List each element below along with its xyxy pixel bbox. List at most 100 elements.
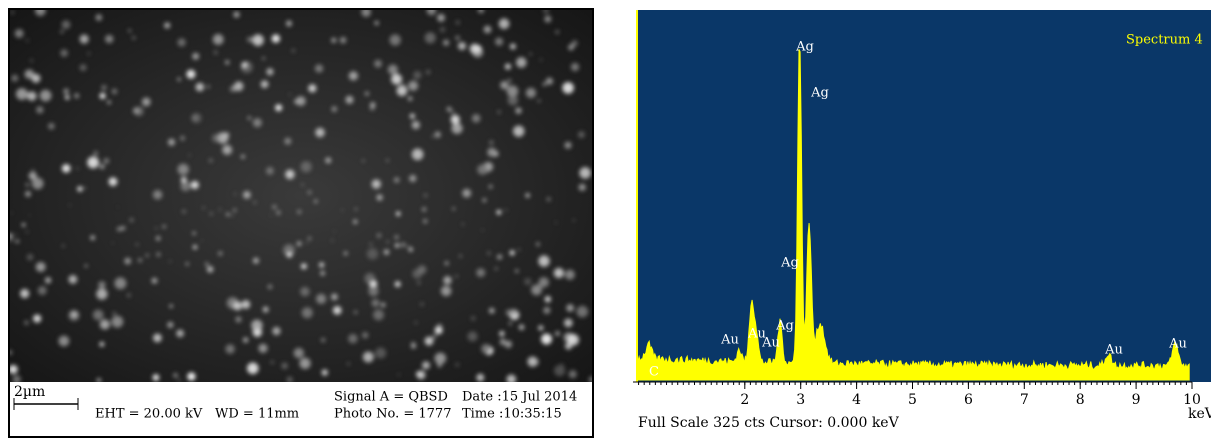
particle: [363, 352, 374, 363]
particle: [27, 91, 36, 100]
particle: [565, 270, 575, 280]
particle: [462, 223, 464, 225]
particle: [29, 215, 30, 216]
particle: [234, 82, 244, 92]
particle: [26, 39, 28, 41]
figure: 2µm EHT = 20.00 kV WD = 11mm Signal A = …: [0, 0, 1211, 439]
particle: [153, 374, 160, 381]
particle: [231, 214, 233, 216]
particle: [432, 135, 434, 137]
particle: [447, 107, 452, 112]
particle: [9, 365, 18, 374]
particle: [505, 64, 511, 70]
particle: [301, 263, 307, 269]
particle: [151, 278, 157, 284]
particle: [342, 210, 343, 211]
particle: [362, 160, 364, 162]
particle: [112, 242, 114, 244]
particle: [99, 342, 104, 347]
particle: [526, 88, 536, 98]
particle: [308, 237, 312, 241]
particle: [76, 167, 78, 169]
particle: [562, 82, 574, 94]
particle: [331, 106, 337, 112]
particle: [263, 306, 269, 312]
particle: [167, 322, 173, 328]
particle: [226, 213, 229, 216]
particle: [192, 232, 195, 235]
particle: [40, 90, 52, 102]
particle: [285, 170, 294, 179]
particle: [372, 299, 380, 307]
particle: [462, 189, 471, 198]
particle: [24, 321, 28, 325]
particle: [25, 191, 31, 197]
particle: [308, 84, 316, 92]
particle: [413, 71, 421, 79]
particle: [112, 89, 117, 94]
particle: [93, 151, 98, 156]
particle: [177, 38, 185, 46]
particle: [543, 83, 546, 86]
particle: [459, 255, 461, 257]
particle: [189, 154, 191, 156]
particle: [416, 372, 420, 376]
particle: [31, 74, 40, 83]
particle: [508, 95, 519, 106]
particle: [505, 209, 507, 211]
peak-label: Ag: [775, 319, 794, 334]
particle: [368, 286, 378, 296]
particle: [348, 334, 357, 343]
particle: [497, 254, 502, 259]
particle: [286, 20, 292, 26]
particle: [30, 59, 33, 62]
particle: [186, 70, 195, 79]
particle: [395, 235, 399, 239]
particle: [510, 43, 516, 49]
x-unit: keV: [1188, 406, 1211, 422]
particle: [364, 273, 375, 284]
particle: [212, 134, 220, 142]
particle: [315, 128, 325, 138]
particle: [437, 324, 443, 330]
particle: [261, 80, 269, 88]
particle: [354, 208, 357, 211]
particle: [566, 304, 574, 312]
particle: [572, 40, 578, 46]
particle: [451, 115, 460, 124]
particle: [347, 363, 349, 365]
particle: [472, 114, 481, 123]
particle: [26, 183, 29, 186]
particle: [536, 243, 539, 246]
particle: [96, 288, 107, 299]
particle: [218, 208, 221, 211]
particle: [394, 177, 399, 182]
particle: [113, 312, 117, 316]
spectrum-background: [636, 10, 1211, 382]
particle: [187, 372, 195, 380]
particle: [531, 358, 539, 366]
particle: [509, 322, 512, 325]
particle: [455, 363, 459, 367]
particle: [271, 361, 274, 364]
sem-image: [10, 10, 592, 382]
particle: [489, 185, 493, 189]
particle: [415, 322, 417, 324]
particle: [181, 177, 187, 183]
x-tick-label: 3: [796, 392, 805, 408]
particle: [579, 184, 586, 191]
particle: [455, 36, 460, 41]
particle: [205, 262, 208, 265]
particle: [101, 85, 106, 90]
particle: [308, 191, 312, 195]
particle: [573, 219, 575, 221]
particle: [213, 34, 224, 45]
particle: [408, 81, 418, 91]
particle: [476, 268, 485, 277]
particle: [60, 49, 68, 57]
particle: [294, 348, 304, 358]
particle: [294, 99, 299, 104]
particle: [111, 316, 123, 328]
particle: [349, 71, 358, 80]
particle: [426, 70, 430, 74]
